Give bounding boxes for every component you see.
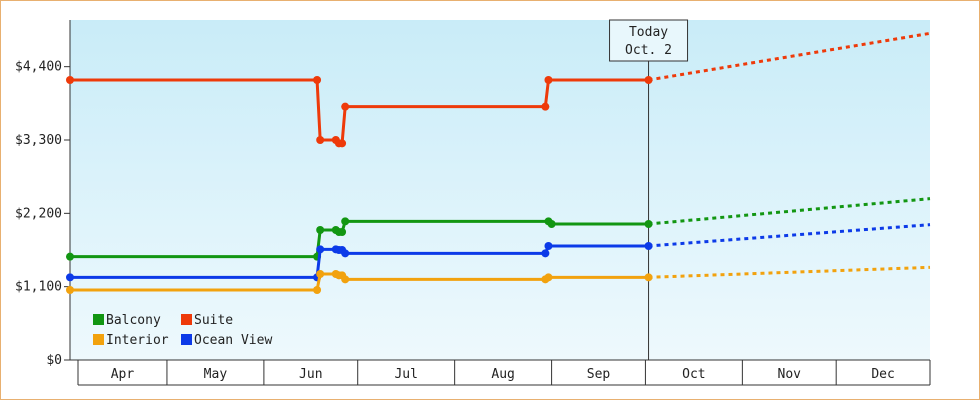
today-marker: Today Oct. 2 (609, 19, 689, 360)
data-point-suite (341, 102, 350, 111)
x-month-label: Dec (871, 367, 894, 382)
x-month-label: Oct (682, 367, 705, 382)
x-month-label: Apr (111, 367, 135, 382)
data-point-balcony (338, 228, 347, 236)
series-ocean-view (66, 223, 931, 282)
legend-swatch-ocean-view (181, 334, 192, 345)
series-suite (66, 31, 931, 148)
data-point-ocean-view (316, 245, 325, 254)
data-point-interior (313, 286, 322, 294)
legend-label-balcony: Balcony (106, 313, 161, 328)
data-point-suite (313, 76, 322, 84)
data-point-interior (341, 275, 350, 284)
projection-line-ocean-view (648, 223, 931, 248)
data-point-suite (541, 102, 550, 111)
series-interior (66, 265, 931, 294)
data-point-interior (316, 270, 325, 278)
projection-line-balcony (648, 197, 931, 226)
data-point-ocean-view (544, 242, 553, 250)
today-box (609, 19, 689, 62)
legend-label-interior: Interior (106, 333, 169, 348)
legend-label-suite: Suite (194, 313, 233, 328)
today-date-label: Oct. 2 (625, 43, 672, 58)
y-axis: $0 $1,100 $2,200 $3,300 $4,400 (15, 20, 71, 368)
data-point-ocean-view (541, 249, 550, 258)
today-label: Today (629, 25, 668, 40)
data-point-suite (316, 136, 325, 144)
x-month-label: Jun (299, 367, 322, 382)
data-point-ocean-view (341, 249, 350, 258)
data-point-suite (338, 139, 347, 148)
series-layer (66, 31, 931, 294)
data-point-ocean-view (644, 242, 653, 250)
data-point-suite (66, 76, 74, 84)
data-point-ocean-view (66, 273, 74, 282)
data-point-interior (644, 273, 653, 282)
y-tick-label: $4,400 (15, 60, 62, 75)
x-axis: Apr May Jun Jul Aug Sep Oct Nov Dec (70, 359, 931, 386)
x-month-label: Aug (491, 367, 514, 382)
legend-swatch-interior (93, 334, 104, 345)
series-balcony (66, 197, 931, 261)
data-point-interior (66, 286, 74, 294)
x-month-label: Sep (587, 367, 611, 382)
y-tick-label: $3,300 (15, 133, 62, 148)
data-point-balcony (547, 220, 556, 228)
data-point-suite (644, 76, 653, 84)
legend-swatch-balcony (93, 314, 104, 325)
plot-area (70, 20, 930, 360)
legend-label-ocean-view: Ocean View (194, 333, 272, 348)
data-point-balcony (316, 226, 325, 234)
x-month-label: Jul (394, 367, 417, 382)
projection-line-interior (648, 265, 931, 279)
legend-swatch-suite (181, 314, 192, 325)
data-point-interior (544, 273, 553, 282)
data-point-balcony (341, 217, 350, 226)
legend: Balcony Suite Interior Ocean View (93, 313, 272, 348)
y-tick-label: $0 (46, 353, 62, 368)
x-month-label: Nov (778, 367, 802, 382)
data-point-balcony (66, 252, 74, 261)
data-point-balcony (644, 220, 653, 228)
data-point-suite (544, 76, 553, 84)
x-month-label: May (204, 367, 228, 382)
y-tick-label: $2,200 (15, 206, 62, 221)
y-tick-label: $1,100 (15, 280, 62, 295)
